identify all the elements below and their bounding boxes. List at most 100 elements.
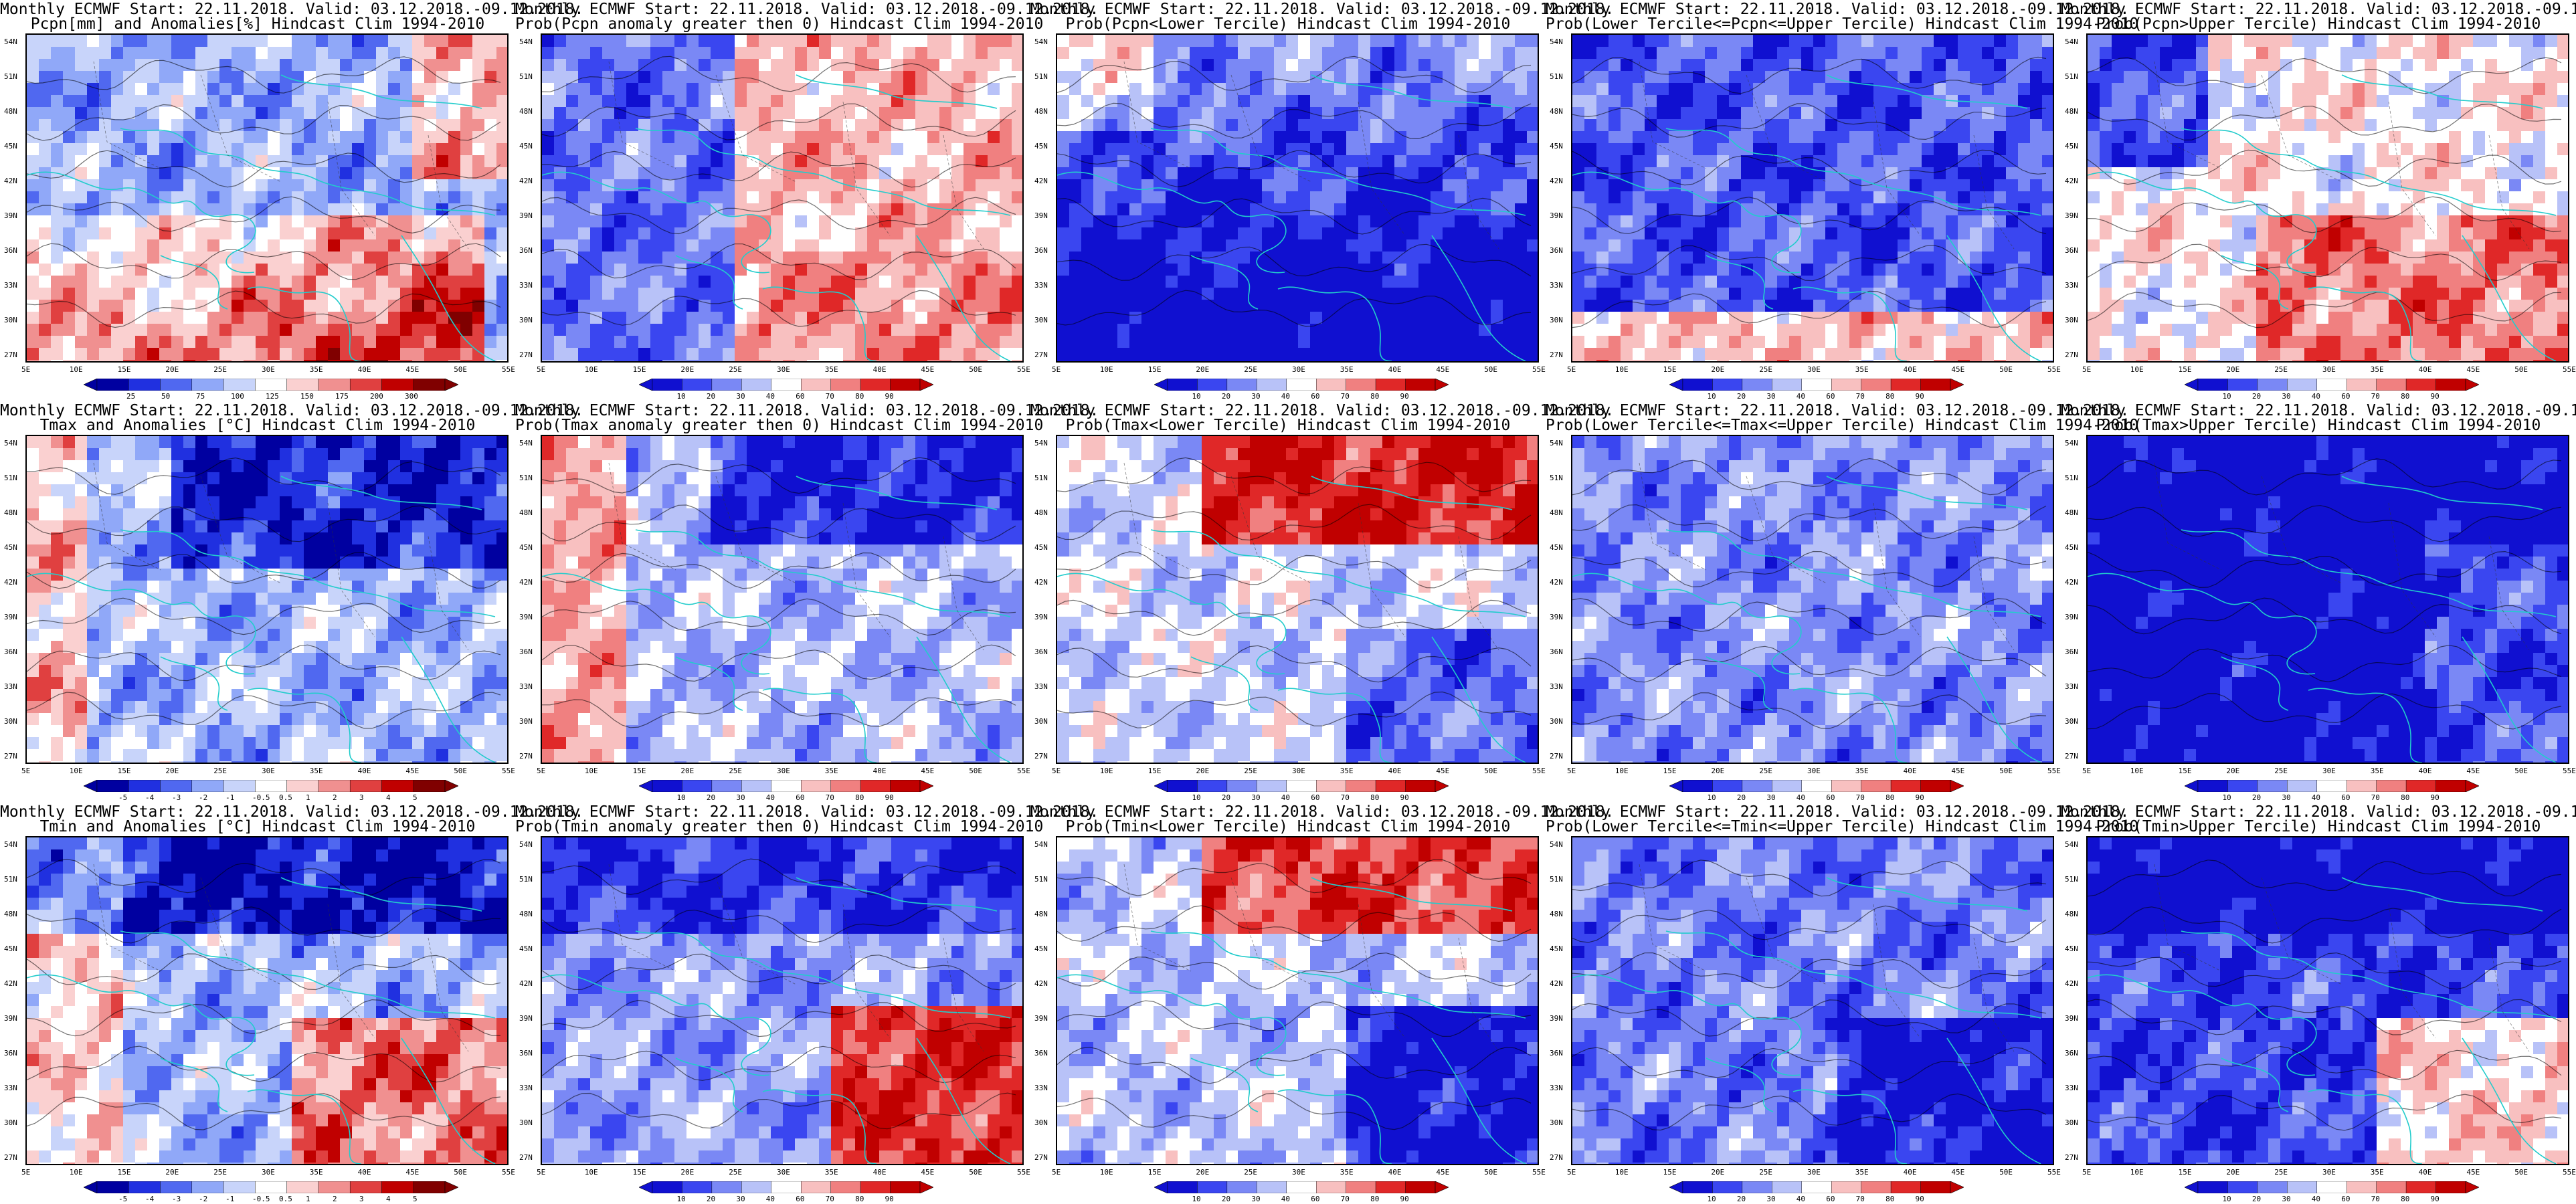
contour-lines <box>1572 860 2047 1131</box>
longitude-label: 10E <box>1615 1168 1629 1177</box>
longitude-label: 55E <box>1532 1168 1546 1177</box>
coastlines <box>27 877 496 1164</box>
latitude-label: 42N <box>1034 177 1048 185</box>
panel-title-line1: Monthly ECMWF Start: 22.11.2018. Valid: … <box>0 1 584 18</box>
colorbar-tick-label: 20 <box>1221 793 1231 802</box>
latitude-label: 39N <box>1034 613 1048 621</box>
longitude-label: 40E <box>872 767 887 775</box>
country-borders <box>608 462 984 651</box>
latitude-label: 27N <box>1550 1153 1563 1162</box>
panel-title-line1: Monthly ECMWF Start: 22.11.2018. Valid: … <box>0 402 584 419</box>
longitude-label: 55E <box>1017 365 1030 374</box>
map-panel: Monthly ECMWF Start: 22.11.2018. Valid: … <box>2061 0 2576 401</box>
colorbar-tick-label: 60 <box>2341 1195 2351 1203</box>
panel-title-line2: Tmax and Anomalies [°C] Hindcast Clim 19… <box>39 417 476 434</box>
latitude-label: 42N <box>4 578 17 587</box>
longitude-label: 20E <box>680 1168 695 1177</box>
latitude-label: 42N <box>4 979 17 988</box>
shaded-field <box>1572 35 2053 361</box>
colorbar-tick-label: 70 <box>1855 1195 1865 1203</box>
colorbar-tick-label: 60 <box>1311 392 1320 401</box>
longitude-label: 20E <box>2226 365 2240 374</box>
map-panel: Monthly ECMWF Start: 22.11.2018. Valid: … <box>515 803 1099 1204</box>
colorbar-tick-label: 70 <box>2371 1195 2380 1203</box>
longitude-label: 40E <box>1388 767 1402 775</box>
colorbar-tick-label: 30 <box>1251 392 1261 401</box>
panel-title-line1: Monthly ECMWF Start: 22.11.2018. Valid: … <box>515 803 1099 821</box>
country-borders <box>93 864 469 1052</box>
colorbar-tick-label: 30 <box>2282 392 2291 401</box>
longitude-label: 20E <box>680 767 695 775</box>
longitude-label: 35E <box>824 365 838 374</box>
map-plot-area <box>2086 836 2569 1165</box>
longitude-label: 35E <box>1855 1168 1869 1177</box>
longitude-label: 10E <box>584 365 598 374</box>
latitude-label: 48N <box>1550 910 1563 918</box>
latitude-label: 27N <box>4 1153 17 1162</box>
latitude-label: 51N <box>1034 474 1048 482</box>
latitude-label: 54N <box>1034 37 1048 46</box>
longitude-label: 5E <box>2082 767 2092 775</box>
latitude-label: 39N <box>2065 211 2078 220</box>
latitude-label: 30N <box>519 316 533 324</box>
longitude-label: 55E <box>502 767 515 775</box>
contour-lines <box>542 56 1016 327</box>
longitude-label: 5E <box>537 767 546 775</box>
longitude-label: 40E <box>1388 1168 1402 1177</box>
longitude-label: 10E <box>2130 1168 2144 1177</box>
colorbar-tick-label: 70 <box>825 793 834 802</box>
colorbar <box>83 1181 459 1194</box>
longitude-label: 20E <box>1711 365 1725 374</box>
panel-title-line2: Prob(Lower Tercile<=Tmax<=Upper Tercile)… <box>1546 417 2139 434</box>
map-panel: Monthly ECMWF Start: 22.11.2018. Valid: … <box>515 0 1099 401</box>
latitude-label: 45N <box>519 142 533 150</box>
panel-title-line1: Monthly ECMWF Start: 22.11.2018. Valid: … <box>1030 402 1615 419</box>
colorbar-tick-label: 2 <box>333 1195 337 1203</box>
longitude-label: 10E <box>584 767 598 775</box>
panel-title-line2: Tmin and Anomalies [°C] Hindcast Clim 19… <box>39 818 476 835</box>
colorbar <box>83 378 459 391</box>
colorbar-tick-label: 50 <box>161 392 171 401</box>
longitude-label: 30E <box>262 1168 275 1177</box>
latitude-label: 48N <box>1550 107 1563 116</box>
longitude-label: 10E <box>1099 365 1113 374</box>
colorbar-svg <box>83 1181 459 1194</box>
shaded-field <box>1057 436 1538 763</box>
latitude-label: 36N <box>2065 246 2078 255</box>
map-svg <box>1572 837 2053 1164</box>
longitude-label: 50E <box>969 365 983 374</box>
longitude-label: 45E <box>2466 767 2480 775</box>
map-panel: Monthly ECMWF Start: 22.11.2018. Valid: … <box>2061 803 2576 1204</box>
colorbar-tick-label: 90 <box>1400 392 1409 401</box>
longitude-label: 30E <box>777 365 790 374</box>
map-panel: Monthly ECMWF Start: 22.11.2018. Valid: … <box>0 401 584 803</box>
longitude-label: 50E <box>1484 365 1498 374</box>
longitude-label: 35E <box>1340 1168 1354 1177</box>
latitude-label: 36N <box>1550 1049 1563 1058</box>
latitude-label: 51N <box>2065 72 2078 81</box>
map-plot-area <box>2086 33 2569 363</box>
contour-lines <box>2088 458 2562 730</box>
latitude-label: 39N <box>1550 613 1563 621</box>
latitude-label: 33N <box>4 1084 17 1092</box>
latitude-label: 48N <box>1034 508 1048 517</box>
contour-lines <box>2088 860 2562 1131</box>
longitude-label: 10E <box>1099 1168 1113 1177</box>
colorbar-tick-label: 90 <box>1915 392 1924 401</box>
longitude-label: 50E <box>1999 1168 2013 1177</box>
latitude-label: 33N <box>2065 1084 2078 1092</box>
longitude-label: 50E <box>2514 1168 2528 1177</box>
latitude-label: 45N <box>2065 142 2078 150</box>
latitude-label: 54N <box>4 840 17 849</box>
longitude-label: 55E <box>502 1168 515 1177</box>
longitude-label: 30E <box>2322 365 2336 374</box>
longitude-label: 30E <box>1807 365 1821 374</box>
coastlines <box>1057 476 1526 763</box>
longitude-label: 35E <box>824 1168 838 1177</box>
colorbar-tick-label: 20 <box>1221 1195 1231 1203</box>
map-plot-area <box>25 836 509 1165</box>
latitude-label: 48N <box>1034 910 1048 918</box>
colorbar-tick-label: 60 <box>2341 793 2351 802</box>
colorbar-tick-label: 60 <box>1311 1195 1320 1203</box>
longitude-label: 55E <box>2563 1168 2576 1177</box>
